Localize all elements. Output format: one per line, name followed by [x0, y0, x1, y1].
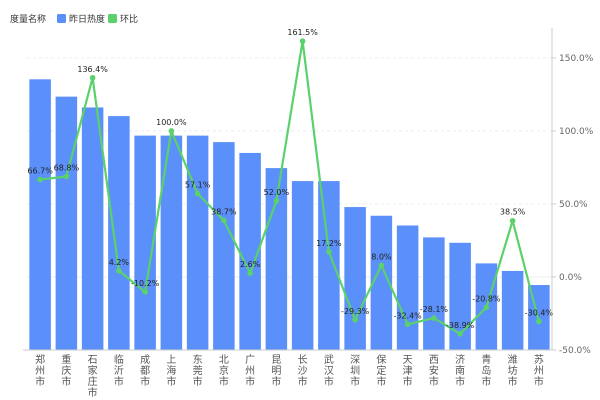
- line-point: [483, 304, 490, 311]
- data-label: 8.0%: [371, 252, 392, 261]
- y-right-tick-label: 50.0%: [559, 200, 588, 210]
- line-point: [116, 268, 122, 274]
- bar-series: [29, 79, 550, 350]
- data-label: -28.1%: [420, 305, 449, 314]
- line-point: [63, 173, 70, 180]
- axes: 150.0% 100.0% 50.0% 0.0% -50.0%: [23, 28, 594, 356]
- line-point: [89, 74, 96, 81]
- data-label: 136.4%: [77, 65, 108, 74]
- line-point: [299, 38, 306, 44]
- x-tick-label: 苏州市: [534, 353, 544, 388]
- line-point: [431, 315, 437, 321]
- data-label: 38.5%: [500, 208, 526, 217]
- x-tick-label: 郑州市: [35, 353, 45, 388]
- bar: [318, 181, 340, 350]
- x-tick-label: 临沂市: [114, 353, 124, 388]
- y-right-tick-label: 150.0%: [559, 54, 594, 64]
- data-labels: 66.7% 68.8% 136.4% 4.2% -10.2% 100.0% 57.1% 38.…: [27, 28, 553, 330]
- data-label: -29.3%: [341, 307, 370, 316]
- bar: [423, 237, 445, 350]
- legend-line-swatch: [108, 14, 117, 23]
- legend-bar-swatch: [57, 14, 66, 23]
- data-label: 17.2%: [316, 239, 342, 248]
- legend-title: 度量名称: [10, 13, 46, 25]
- data-label: 2.6%: [240, 260, 261, 269]
- data-label: -20.8%: [472, 294, 501, 303]
- data-label: -10.2%: [131, 279, 160, 288]
- line-point: [509, 217, 516, 224]
- line-point: [168, 128, 175, 134]
- bar: [108, 116, 130, 350]
- y-right-tick-label: 0.0%: [559, 273, 582, 283]
- x-tick-label: 济南市: [455, 353, 465, 388]
- line-point: [273, 198, 280, 204]
- bar: [186, 135, 209, 350]
- data-label: 4.2%: [109, 258, 130, 267]
- bar: [344, 207, 366, 350]
- x-tick-label: 北京市: [219, 354, 229, 388]
- bar: [291, 181, 314, 350]
- x-tick-label: 西安市: [429, 355, 439, 388]
- x-tick-label: 昆明市: [271, 354, 281, 388]
- line-point: [221, 217, 227, 224]
- line-point: [404, 321, 411, 328]
- legend-line-label: 环比: [120, 13, 138, 25]
- data-label: 66.7%: [27, 167, 53, 176]
- x-tick-label: 重庆市: [61, 353, 71, 388]
- x-tick-label: 深圳市: [350, 354, 360, 388]
- data-label: 38.7%: [211, 207, 237, 216]
- line-point: [378, 262, 385, 269]
- x-tick-label: 武汉市: [324, 353, 334, 388]
- bar: [396, 225, 419, 350]
- line-point: [536, 318, 542, 325]
- bar: [501, 270, 524, 350]
- data-label: 161.5%: [287, 28, 318, 37]
- data-label: 52.0%: [264, 188, 290, 197]
- x-tick-label: 保定市: [376, 353, 386, 388]
- data-label: 57.1%: [185, 181, 211, 190]
- line-point: [37, 176, 43, 183]
- category-labels: 郑州市 重庆市 石家庄市 临沂市 成都市 上海市 东莞市 北京市 广州市 昆明市 长沙市 武汉市 深圳市…: [35, 353, 544, 399]
- data-label: -30.4%: [525, 308, 554, 317]
- line-point: [194, 190, 201, 197]
- legend-bar-label: 昨日热度: [69, 13, 105, 25]
- x-tick-label: 广州市: [245, 354, 255, 388]
- data-label: 68.8%: [54, 163, 80, 172]
- bar: [29, 79, 51, 350]
- data-label: -32.4%: [393, 311, 422, 320]
- line-series: [37, 38, 542, 337]
- line-point: [457, 330, 463, 337]
- bar: [370, 215, 393, 350]
- x-tick-label: 成都市: [140, 354, 150, 388]
- x-tick-label: 潍坊市: [508, 354, 518, 388]
- x-tick-label: 石家庄市: [88, 355, 98, 399]
- x-tick-label: 东莞市: [193, 353, 203, 388]
- x-tick-label: 长沙市: [298, 354, 308, 388]
- line-point: [142, 289, 148, 295]
- bar: [55, 96, 78, 350]
- y-right-tick-label: -50.0%: [559, 346, 591, 356]
- line-path: [39, 40, 540, 335]
- bar: [160, 135, 183, 350]
- bar: [81, 107, 104, 350]
- bar: [213, 142, 235, 350]
- line-point: [352, 316, 358, 323]
- x-tick-label: 青岛市: [481, 353, 491, 388]
- bar: [134, 135, 156, 350]
- x-tick-label: 上海市: [166, 354, 176, 388]
- line-point: [247, 270, 253, 276]
- bar: [449, 242, 471, 350]
- x-tick-label: 天津市: [403, 355, 413, 388]
- bar: [239, 152, 261, 350]
- y-right-tick-label: 100.0%: [559, 127, 594, 137]
- gridlines: [27, 57, 552, 351]
- line-point: [326, 249, 332, 255]
- legend: 度量名称 昨日热度 环比: [10, 13, 138, 25]
- data-label: 100.0%: [156, 118, 187, 127]
- data-label: -38.9%: [446, 321, 475, 330]
